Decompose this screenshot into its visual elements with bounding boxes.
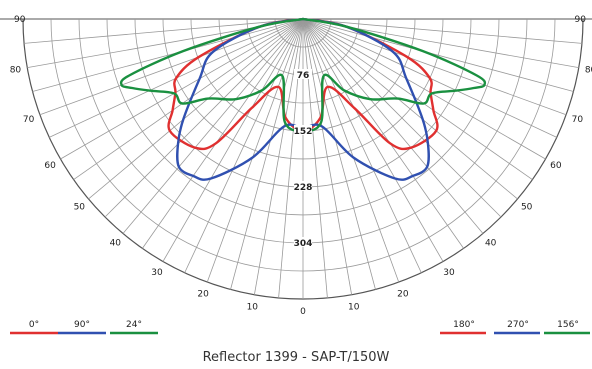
legend: 0° 90° 24° 180° 270° 156°	[10, 320, 590, 335]
grid-spoke	[302, 18, 422, 273]
angle-tick-labels: 0 10 10 20 20 30 30 40 40 50 50 60 60 70 70 80 80 90 90	[10, 15, 592, 317]
angle-tick-label: 70	[23, 115, 35, 125]
grid-spoke	[253, 18, 304, 295]
grid-spoke	[302, 18, 546, 160]
angle-tick-label: 30	[443, 268, 455, 278]
angle-tick-label: 60	[550, 161, 562, 171]
grid-spoke	[302, 18, 518, 200]
grid-spoke	[302, 18, 376, 290]
grid-spoke	[39, 18, 304, 116]
grid-spoke	[302, 18, 582, 44]
grid-spoke	[32, 18, 304, 92]
chart-title: Reflector 1399 - SAP-T/150W	[202, 350, 390, 365]
grid-spoke	[302, 18, 464, 249]
grid-spoke	[162, 18, 304, 262]
grid-spoke	[122, 18, 304, 234]
legend-label: 0°	[29, 320, 39, 330]
radial-tick-labels: 76 152 228 304	[294, 69, 313, 249]
angle-tick-label: 80	[10, 66, 22, 76]
radial-tick-bg	[294, 181, 312, 191]
radial-tick-label: 152	[294, 127, 313, 137]
radial-tick-label: 228	[294, 183, 313, 193]
angle-tick-label: 50	[74, 203, 86, 213]
angle-tick-label: 80	[585, 66, 592, 76]
legend-label: 270°	[507, 320, 529, 330]
grid-spoke	[302, 18, 400, 283]
angle-tick-label: 0	[300, 307, 306, 317]
legend-label: 180°	[453, 320, 475, 330]
grid-spoke	[302, 18, 533, 180]
grid-spoke	[302, 18, 353, 295]
legend-label: 24°	[126, 320, 142, 330]
angle-tick-label: 10	[247, 303, 259, 313]
angle-tick-label: 40	[485, 239, 497, 249]
angle-tick-label: 60	[44, 161, 56, 171]
radial-tick-bg	[294, 237, 312, 247]
grid-spoke	[302, 18, 574, 92]
grid-spoke	[302, 18, 567, 116]
grid-spoke	[302, 18, 484, 234]
radial-tick-bg	[294, 125, 312, 135]
radial-tick-label: 304	[294, 239, 313, 249]
angle-tick-label: 90	[575, 15, 587, 25]
angle-tick-label: 30	[151, 268, 163, 278]
grid-spoke	[184, 18, 304, 273]
angle-tick-label: 70	[572, 115, 584, 125]
grid-spoke	[104, 18, 304, 218]
grid-spoke	[302, 18, 444, 262]
grid-spoke	[73, 18, 304, 180]
grid-spoke	[142, 18, 304, 249]
polar-grid	[0, 18, 592, 300]
angle-tick-label: 20	[397, 289, 409, 299]
grid-spoke	[302, 18, 502, 218]
radial-tick-label: 76	[297, 71, 310, 81]
angle-tick-label: 20	[197, 289, 209, 299]
legend-label: 90°	[74, 320, 90, 330]
angle-tick-label: 40	[110, 239, 122, 249]
angle-tick-label: 50	[521, 203, 533, 213]
grid-spoke	[206, 18, 304, 283]
radial-tick-bg	[294, 69, 312, 79]
grid-spoke	[278, 18, 304, 298]
legend-label: 156°	[557, 320, 579, 330]
grid-spoke	[230, 18, 304, 290]
grid-spoke	[24, 18, 304, 44]
grid-spoke	[88, 18, 304, 200]
angle-tick-label: 90	[14, 15, 26, 25]
grid-spoke	[302, 18, 328, 298]
grid-spoke	[60, 18, 304, 160]
angle-tick-label: 10	[348, 303, 360, 313]
